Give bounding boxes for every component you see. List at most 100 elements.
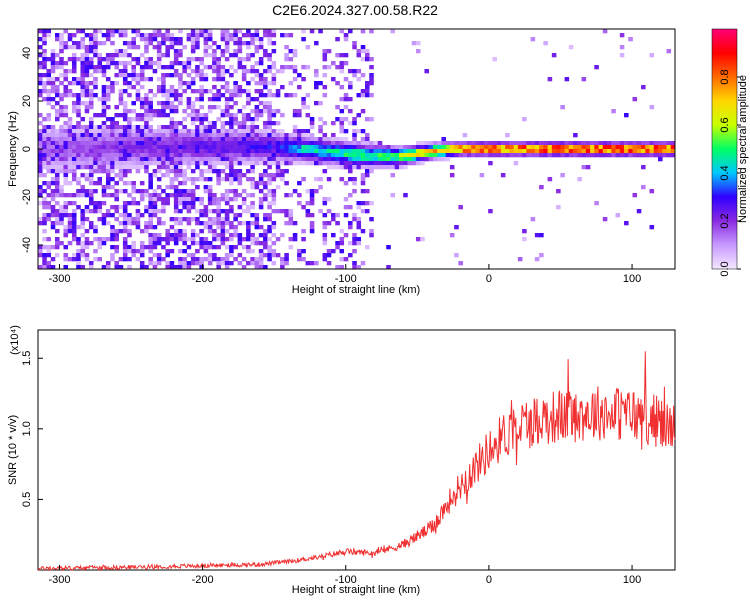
spectrogram-cell	[398, 165, 404, 170]
spectrogram-cell	[258, 161, 264, 166]
spectrogram-cell	[169, 145, 175, 150]
spectrogram-cell	[611, 149, 616, 154]
spectrogram-cell	[169, 37, 175, 42]
spectrogram-cell	[105, 125, 111, 130]
spectrogram-cell	[122, 29, 128, 34]
spectrogram-cell	[169, 73, 175, 78]
spectrogram-cell	[343, 145, 349, 150]
spectrogram-cell	[364, 153, 370, 158]
spectrogram-cell	[50, 193, 56, 198]
spectrogram-cell	[178, 201, 183, 206]
spectrogram-cell	[76, 141, 81, 146]
spectrogram-cell	[475, 149, 480, 154]
spectrogram-cell	[67, 129, 73, 134]
spectrogram-cell	[267, 69, 272, 74]
spectrogram-cell	[267, 101, 272, 106]
spectrogram-cell	[216, 209, 221, 214]
spectrogram-cell	[280, 209, 285, 214]
spectrogram-cell	[284, 257, 289, 262]
spectrogram-cell	[203, 133, 209, 138]
spectrogram-cell	[250, 165, 255, 170]
spectrogram-cell	[97, 97, 102, 102]
spectrogram-cell	[207, 109, 213, 114]
spectrogram-cell	[67, 161, 73, 166]
spectrogram-cell	[76, 101, 81, 106]
spectrogram-cell	[322, 157, 328, 162]
spectrogram-cell	[199, 145, 204, 150]
spectrogram-cell	[97, 133, 102, 138]
spectrogram-cell	[275, 121, 281, 126]
spectrogram-cell	[220, 29, 226, 34]
spectrogram-cell	[649, 53, 655, 58]
spectrogram-cell	[301, 149, 306, 154]
spectrogram-cell	[662, 141, 667, 146]
spectrogram-cell	[165, 93, 170, 98]
spectrogram-cell	[224, 217, 230, 222]
spectrogram-cell	[144, 101, 149, 106]
spectrogram-cell	[54, 161, 60, 166]
spectrogram-cell	[254, 237, 260, 242]
spectrogram-cell	[258, 77, 264, 82]
spectrogram-cell	[301, 157, 306, 162]
spectrogram-cell	[165, 53, 170, 58]
spectrogram-cell	[229, 149, 234, 154]
spectrogram-cell	[220, 241, 226, 246]
spectrogram-cell	[263, 121, 268, 126]
spectrogram-cell	[250, 185, 255, 190]
spectrogram-cell	[178, 217, 183, 222]
spectrogram-cell	[71, 141, 77, 146]
spectrogram-cell	[161, 137, 166, 142]
spectrogram-cell	[195, 153, 200, 158]
spectrogram-cell	[84, 61, 90, 66]
spectrogram-cell	[67, 165, 73, 170]
spectrogram-cell	[250, 137, 255, 142]
spectrogram-cell	[131, 165, 136, 170]
spectrogram-cell	[224, 129, 230, 134]
spectrogram-cell	[301, 77, 306, 82]
spectrogram-cell	[662, 153, 667, 158]
spectrogram-cell	[271, 137, 277, 142]
spectrogram-cell	[560, 173, 565, 178]
spectrogram-cell	[42, 145, 47, 150]
spectrogram-cell	[254, 241, 260, 246]
spectrogram-cell	[88, 177, 94, 182]
spectrogram-cell	[59, 73, 64, 78]
spectrogram-cell	[71, 145, 77, 150]
spectrogram-cell	[190, 237, 196, 242]
spectrogram-cell	[263, 93, 268, 98]
spectrogram-cell	[84, 73, 90, 78]
spectrogram-cell	[594, 153, 599, 158]
spectrogram-cell	[67, 225, 73, 230]
spectrogram-cell	[237, 121, 243, 126]
spectrogram-cell	[122, 69, 128, 74]
spectrogram-cell	[607, 149, 612, 154]
spectrogram-cell	[38, 185, 43, 190]
spectrogram-cell	[343, 161, 349, 166]
spectrogram-cell	[271, 133, 277, 138]
spectrogram-cell	[437, 141, 442, 146]
spectrogram-cell	[63, 265, 69, 270]
spectrogram-cell	[118, 69, 124, 74]
spectrogram-cell	[364, 145, 370, 150]
spectrogram-cell	[110, 145, 115, 150]
spectrogram-cell	[139, 133, 145, 138]
spectrogram-cell	[63, 61, 69, 66]
spectrogram-cell	[122, 201, 128, 206]
spectrogram-cell	[488, 161, 493, 166]
spectrogram-cell	[432, 153, 438, 158]
spectrogram-cell	[271, 129, 277, 134]
spectrogram-cell	[335, 161, 340, 166]
spectrogram-cell	[173, 133, 179, 138]
spectrogram-cell	[203, 205, 209, 210]
spectrogram-cell	[186, 33, 192, 38]
spectrogram-cell	[131, 217, 136, 222]
snr-y-tick-label: 1.0	[21, 421, 33, 436]
spectrogram-cell	[339, 165, 345, 170]
spectrogram-cell	[246, 237, 251, 242]
spectrogram-cell	[496, 141, 502, 146]
spectrogram-cell	[173, 205, 179, 210]
spectrogram-cell	[284, 153, 289, 158]
spectrogram-cell	[190, 37, 196, 42]
spectrogram-cell	[326, 197, 332, 202]
spectrogram-cell	[97, 181, 102, 186]
